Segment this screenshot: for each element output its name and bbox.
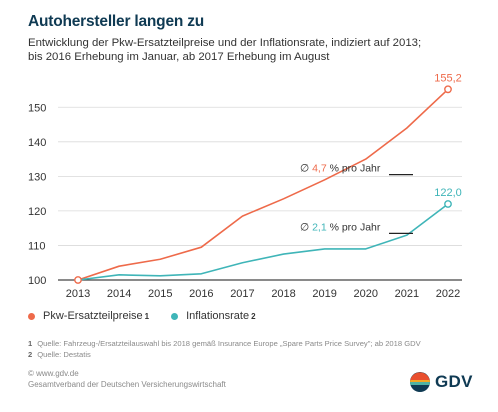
x-tick-label: 2014 <box>107 288 131 300</box>
legend-item-inflationsrate: Inflationsrate 2 <box>171 310 256 322</box>
series-end-marker <box>444 85 452 94</box>
legend: Pkw-Ersatzteilpreise 1 Inflationsrate 2 <box>28 310 278 322</box>
annotation-text: ∅ 2,1 % pro Jahr <box>300 221 381 233</box>
legend-footnote-2: 2 <box>251 311 256 321</box>
source-org: Gesamtverband der Deutschen Versicherung… <box>28 380 226 389</box>
gdv-logo-icon <box>410 372 430 392</box>
legend-footnote-1: 1 <box>144 311 150 321</box>
x-tick-label: 2013 <box>66 288 90 300</box>
x-tick-label: 2017 <box>230 288 254 300</box>
x-tick-label: 2019 <box>312 288 336 300</box>
footnotes: 1 Quelle: Fahrzeug-/Ersatzteilauswahl bis… <box>28 338 421 360</box>
x-tick-label: 2021 <box>395 288 419 300</box>
y-tick-label: 120 <box>28 206 46 218</box>
x-tick-label: 2018 <box>271 288 295 300</box>
grid-lines <box>58 106 462 281</box>
chart-subtitle: Entwicklung der Pkw-Ersatzteilpreise und… <box>28 36 488 64</box>
legend-label-inflationsrate: Inflationsrate <box>186 310 250 322</box>
annotation-text: ∅ 4,7 % pro Jahr <box>300 163 381 175</box>
y-tick-label: 110 <box>28 240 46 252</box>
x-axis-ticks: 2013 2014 2015 2016 2017 2018 2019 2020 2021 2022 <box>66 288 460 300</box>
y-tick-label: 100 <box>28 275 46 287</box>
source-url: © www.gdv.de <box>28 369 79 378</box>
gdv-logo: GDV <box>409 371 473 393</box>
x-tick-label: 2016 <box>189 288 213 300</box>
footnote-2: 2 Quelle: Destatis <box>28 350 91 359</box>
y-tick-label: 150 <box>28 102 46 114</box>
series-start-marker <box>74 276 82 284</box>
series-end-label: 155,2 <box>434 72 462 84</box>
x-tick-label: 2015 <box>148 288 172 300</box>
y-tick-label: 130 <box>28 171 46 183</box>
legend-marker-inflationsrate <box>171 312 179 320</box>
legend-item-ersatzteilpreise: Pkw-Ersatzteilpreise 1 <box>28 310 149 322</box>
series-group: 155,2 122,0 <box>74 72 462 284</box>
source-info: © www.gdv.de Gesamtverband der Deutschen… <box>28 368 226 390</box>
gdv-logo-text: GDV <box>435 372 473 391</box>
footnote-1: 1 Quelle: Fahrzeug-/Ersatzteilauswahl bis… <box>28 339 421 348</box>
legend-label-ersatzteilpreise: Pkw-Ersatzteilpreise <box>43 310 143 322</box>
subtitle-line-2: bis 2016 Erhebung im Januar, ab 2017 Erh… <box>28 51 330 63</box>
subtitle-line-1: Entwicklung der Pkw-Ersatzteilpreise und… <box>28 37 422 49</box>
chart-title: Autohersteller langen zu <box>28 13 205 30</box>
series-end-label: 122,0 <box>434 187 462 199</box>
y-tick-label: 140 <box>28 137 46 149</box>
series-line-ersatzteilpreise <box>77 88 449 281</box>
series-end-marker <box>444 200 452 208</box>
x-tick-label: 2022 <box>436 288 460 300</box>
y-axis-ticks: 100 110 120 130 140 150 <box>28 102 46 287</box>
annotations: ∅ 4,7 % pro Jahr ∅ 2,1 % pro Jahr <box>300 163 413 234</box>
series-line-inflationsrate <box>77 203 449 281</box>
x-tick-label: 2020 <box>354 288 378 300</box>
legend-marker-ersatzteilpreise <box>28 312 35 320</box>
